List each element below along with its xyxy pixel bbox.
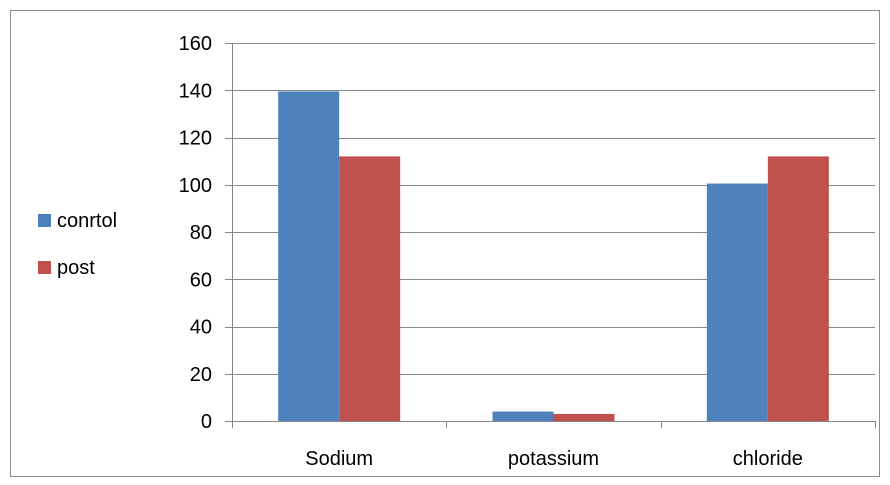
x-tick-labels: Sodium potassium chloride [305, 448, 803, 470]
axes [225, 43, 876, 428]
y-tick-label-0: 0 [201, 411, 212, 433]
bar-potassium-conrtol [492, 411, 554, 421]
y-tick-label-80: 80 [190, 222, 212, 244]
y-tick-labels: 0 20 40 60 80 100 120 140 160 [179, 33, 212, 433]
bar-chloride-post [767, 156, 829, 421]
x-tick-label-sodium: Sodium [305, 448, 373, 470]
y-tick-label-40: 40 [190, 317, 212, 339]
bars [278, 91, 829, 422]
legend-swatch-post [38, 261, 51, 274]
legend-label-post: post [57, 257, 95, 279]
x-tick-label-potassium: potassium [508, 448, 599, 470]
y-tick-label-120: 120 [179, 128, 212, 150]
x-tick-label-chloride: chloride [733, 448, 803, 470]
bar-sodium-post [339, 156, 401, 421]
legend-label-conrtol: conrtol [57, 210, 117, 232]
bar-sodium-conrtol [278, 91, 340, 422]
y-tick-label-100: 100 [179, 175, 212, 197]
y-tick-label-140: 140 [179, 80, 212, 102]
legend: conrtol post [38, 210, 117, 279]
y-tick-label-60: 60 [190, 269, 212, 291]
y-tick-label-160: 160 [179, 33, 212, 55]
bar-chloride-conrtol [706, 183, 768, 421]
bar-potassium-post [553, 413, 615, 421]
legend-swatch-conrtol [38, 214, 51, 227]
y-tick-label-20: 20 [190, 364, 212, 386]
